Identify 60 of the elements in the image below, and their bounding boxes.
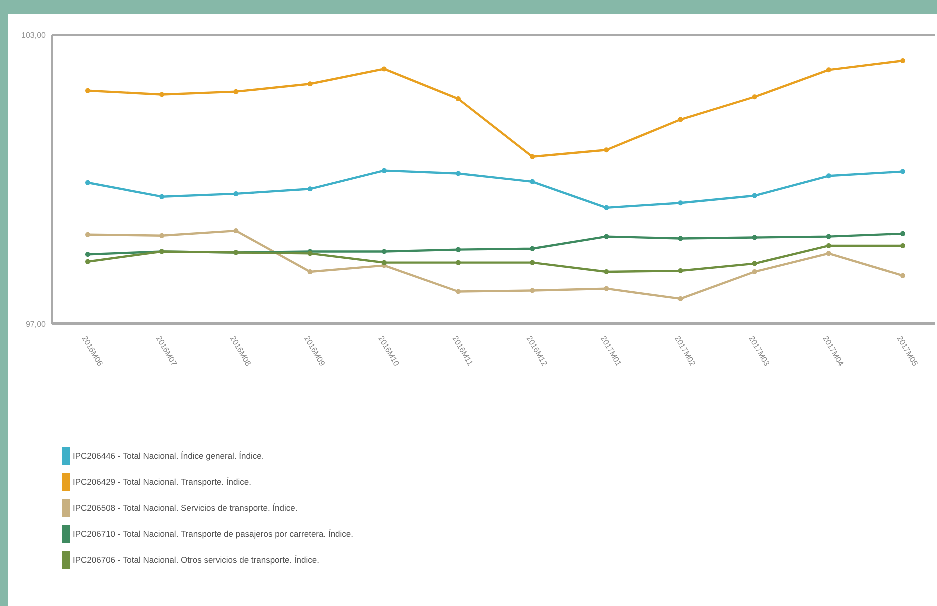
point	[382, 66, 387, 72]
point	[604, 234, 610, 240]
point	[160, 92, 165, 98]
point	[530, 260, 536, 266]
point	[530, 179, 536, 184]
point	[826, 243, 832, 248]
y-tick-label: 97,00	[26, 320, 47, 329]
legend-label: IPC206446 - Total Nacional. Índice general. Índice.	[73, 450, 264, 461]
point	[678, 236, 684, 242]
point	[900, 169, 906, 174]
point	[86, 252, 90, 258]
point	[308, 269, 313, 274]
point	[900, 58, 906, 64]
point	[900, 243, 906, 248]
point	[86, 88, 90, 94]
point	[826, 68, 832, 73]
point	[826, 251, 832, 256]
point	[86, 180, 90, 186]
point	[752, 235, 758, 240]
point	[234, 191, 239, 196]
legend-label: IPC206429 - Total Nacional. Transporte. Índice.	[73, 476, 252, 487]
point	[530, 154, 536, 160]
point	[678, 200, 684, 206]
y-tick-label: 103,00	[22, 30, 47, 40]
point	[678, 117, 684, 122]
legend-label: IPC206508 - Total Nacional. Servicios de transporte. Índice.	[73, 502, 298, 513]
point	[382, 168, 387, 174]
point	[604, 205, 610, 210]
point	[456, 96, 461, 102]
point	[530, 288, 536, 294]
point	[456, 247, 461, 252]
point	[752, 261, 758, 266]
point	[456, 289, 461, 294]
point	[752, 193, 758, 198]
point	[604, 148, 610, 153]
point	[456, 260, 461, 266]
point	[456, 171, 461, 176]
point	[752, 94, 758, 100]
point	[234, 228, 239, 234]
point	[382, 249, 387, 254]
point	[604, 269, 610, 274]
legend-label: IPC206706 - Total Nacional. Otros servicios de transporte. Índice.	[73, 554, 320, 565]
point	[678, 296, 684, 302]
point	[86, 259, 90, 264]
point	[678, 268, 684, 274]
point	[382, 260, 387, 266]
point	[900, 231, 906, 236]
point	[900, 273, 906, 278]
point	[308, 82, 313, 87]
point	[160, 194, 165, 200]
point	[752, 269, 758, 274]
point	[86, 232, 90, 238]
point	[160, 233, 165, 238]
point	[826, 234, 832, 240]
point	[530, 246, 536, 252]
point	[308, 186, 313, 192]
point	[234, 89, 239, 94]
legend-label: IPC206710 - Total Nacional. Transporte de pasajeros por carretera. Índice.	[73, 528, 354, 539]
point	[826, 174, 832, 179]
point	[604, 286, 610, 292]
